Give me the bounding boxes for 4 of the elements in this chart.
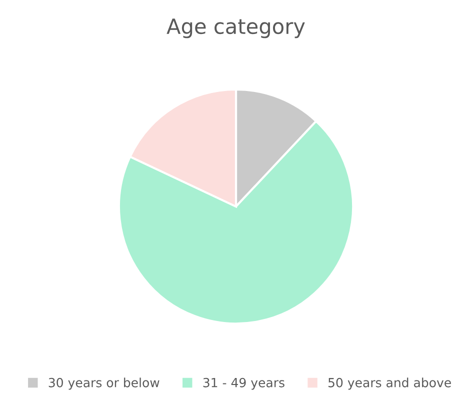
legend-label: 31 - 49 years	[203, 378, 284, 390]
chart-title: Age category	[166, 18, 305, 38]
legend-label: 30 years or below	[48, 378, 160, 390]
legend-label: 50 years and above	[328, 378, 451, 390]
